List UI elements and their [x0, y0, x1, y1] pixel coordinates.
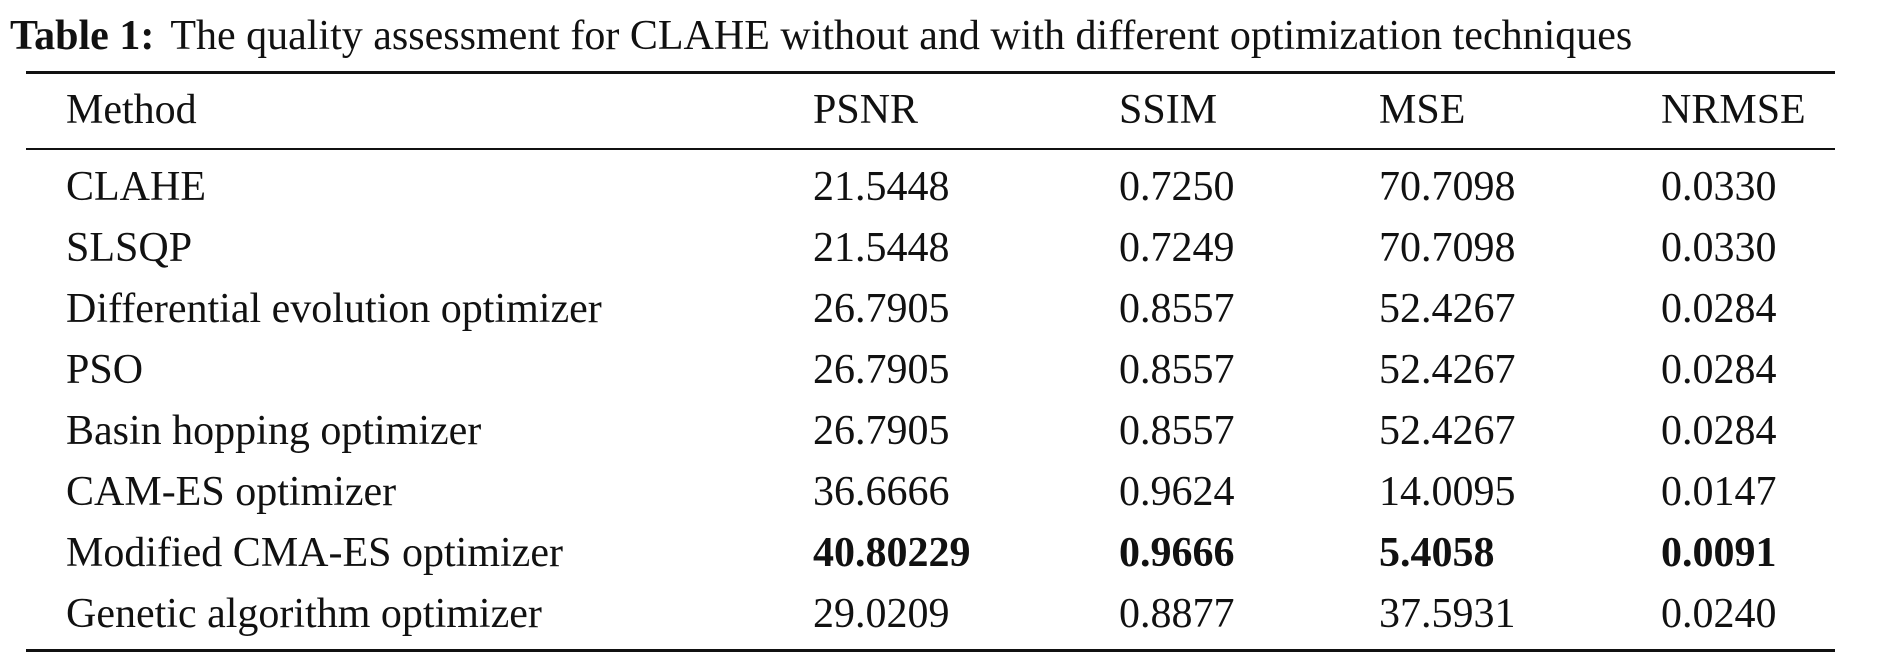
header-row: Method PSNR SSIM MSE NRMSE — [0, 80, 1883, 141]
caption-text: The quality assessment for CLAHE without… — [170, 13, 1633, 59]
value-cell: 36.6666 — [813, 469, 950, 515]
value-cell: 14.0095 — [1379, 469, 1516, 515]
table-caption: Table 1: The quality assessment for CLAHE… — [10, 8, 1632, 64]
value-cell: 0.0284 — [1661, 286, 1777, 332]
method-cell: Modified CMA-ES optimizer — [66, 530, 563, 576]
value-cell: 0.8877 — [1119, 591, 1235, 637]
value-cell: 21.5448 — [813, 225, 950, 271]
table-row: Basin hopping optimizer 26.7905 0.8557 52.4… — [0, 401, 1883, 462]
method-cell: Differential evolution optimizer — [66, 286, 602, 332]
header-cell: Method — [66, 87, 197, 133]
value-cell: 0.0284 — [1661, 347, 1777, 393]
method-cell: CAM-ES optimizer — [66, 469, 397, 515]
value-cell: 0.0330 — [1661, 225, 1777, 271]
header-cell: NRMSE — [1661, 87, 1806, 133]
value-cell: 70.7098 — [1379, 225, 1516, 271]
value-cell: 0.0147 — [1661, 469, 1777, 515]
value-cell: 0.8557 — [1119, 408, 1235, 454]
value-cell: 26.7905 — [813, 408, 950, 454]
method-cell: SLSQP — [66, 225, 193, 271]
value-cell: 0.0284 — [1661, 408, 1777, 454]
value-cell: 52.4267 — [1379, 408, 1516, 454]
value-cell: 0.7250 — [1119, 164, 1235, 210]
value-cell: 0.0330 — [1661, 164, 1777, 210]
bottom-rule — [26, 649, 1835, 652]
table-row: PSO 26.7905 0.8557 52.4267 0.0284 — [0, 340, 1883, 401]
value-cell: 70.7098 — [1379, 164, 1516, 210]
top-rule — [26, 71, 1835, 74]
value-cell: 0.0091 — [1661, 530, 1777, 576]
header-cell: MSE — [1379, 87, 1466, 133]
value-cell: 29.0209 — [813, 591, 950, 637]
table-row: Genetic algorithm optimizer 29.0209 0.8877… — [0, 584, 1883, 645]
value-cell: 0.9666 — [1119, 530, 1235, 576]
method-cell: Basin hopping optimizer — [66, 408, 482, 454]
value-cell: 21.5448 — [813, 164, 950, 210]
method-cell: CLAHE — [66, 164, 206, 210]
table-row: Modified CMA-ES optimizer 40.80229 0.9666 5… — [0, 523, 1883, 584]
value-cell: 40.80229 — [813, 530, 971, 576]
header-rule — [26, 148, 1835, 150]
value-cell: 52.4267 — [1379, 347, 1516, 393]
value-cell: 0.7249 — [1119, 225, 1235, 271]
value-cell: 26.7905 — [813, 347, 950, 393]
method-cell: Genetic algorithm optimizer — [66, 591, 542, 637]
value-cell: 52.4267 — [1379, 286, 1516, 332]
value-cell: 37.5931 — [1379, 591, 1516, 637]
caption-label: Table 1: — [10, 13, 155, 59]
table-row: Differential evolution optimizer 26.7905 0… — [0, 279, 1883, 340]
value-cell: 0.8557 — [1119, 347, 1235, 393]
header-cell: SSIM — [1119, 87, 1218, 133]
value-cell: 26.7905 — [813, 286, 950, 332]
value-cell: 0.9624 — [1119, 469, 1235, 515]
value-cell: 0.0240 — [1661, 591, 1777, 637]
value-cell: 5.4058 — [1379, 530, 1495, 576]
table-row: CAM-ES optimizer 36.6666 0.9624 14.0095 0.01… — [0, 462, 1883, 523]
header-cell: PSNR — [813, 87, 919, 133]
method-cell: PSO — [66, 347, 144, 393]
table-row: CLAHE 21.5448 0.7250 70.7098 0.0330 — [0, 157, 1883, 218]
value-cell: 0.8557 — [1119, 286, 1235, 332]
table-row: SLSQP 21.5448 0.7249 70.7098 0.0330 — [0, 218, 1883, 279]
